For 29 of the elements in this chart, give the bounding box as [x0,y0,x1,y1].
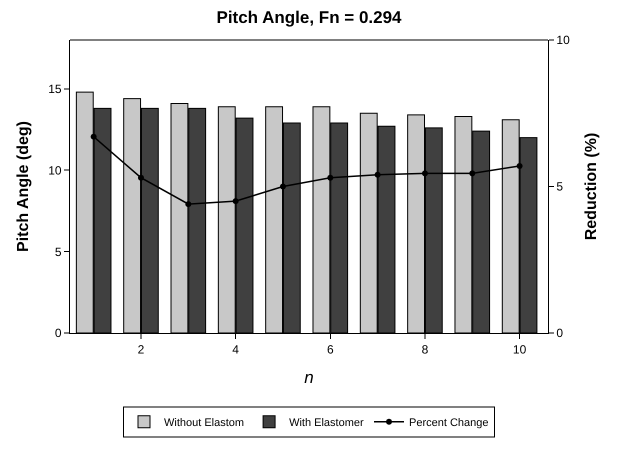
legend-label: Percent Change [409,417,489,430]
point [516,162,523,169]
y2-axis-title: Reduction (%) [582,132,600,240]
y-tick-label: 10 [48,163,62,178]
y-tick-label: 15 [48,82,62,96]
y2-tick-label: 0 [556,326,564,340]
y2-tick-label: 5 [556,180,564,194]
x-tick-label: 2 [138,342,145,356]
point [374,172,381,178]
y-axis-title: Pitch Angle (deg) [15,121,32,252]
point [469,170,476,176]
x-tick-label: 4 [232,342,240,356]
y-tick-label: 5 [54,244,62,259]
x-tick-label: 8 [422,342,429,356]
point [90,134,97,140]
chart-title: Pitch Angle, Fn = 0.294 [216,8,402,28]
y2-tick-label: 10 [556,33,570,48]
point [422,170,428,176]
legend-label: Without Elastom [164,417,244,430]
point [280,184,286,190]
point [232,198,239,204]
point [138,174,144,181]
point [185,201,192,208]
y-tick-label: 0 [54,326,62,340]
x-tick-label: 6 [326,342,334,356]
x-tick-label: 10 [512,342,527,356]
x-axis-title: n [304,368,314,387]
legend-label: With Elastomer [289,417,364,430]
point [327,174,334,181]
